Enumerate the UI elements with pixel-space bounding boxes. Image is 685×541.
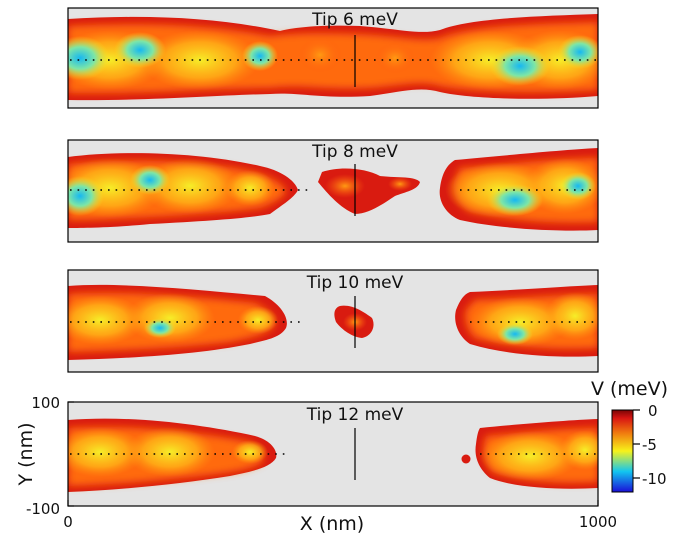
potential-region: [68, 418, 598, 492]
panel-tip-6: Tip 6 meV: [67, 7, 599, 109]
colorbar-tick-label: -10: [642, 470, 667, 488]
colorbar-label: V (meV): [591, 378, 668, 400]
colorbar-gradient: [611, 409, 634, 493]
panel-frame: [67, 139, 599, 243]
potential-region: [68, 14, 598, 101]
potential-region: [68, 148, 598, 231]
y-axis-label: Y (nm): [15, 422, 37, 486]
x-tick-label: 1000: [579, 513, 617, 531]
colorbar-tick-label: -5: [642, 436, 657, 454]
panel-title: Tip 8 meV: [311, 142, 398, 162]
y-tick-label: -100: [26, 500, 60, 518]
x-tick-label: 0: [63, 513, 73, 531]
panel-frame: [67, 7, 599, 109]
panel-frame: [67, 269, 599, 373]
y-tick-label: 100: [31, 394, 60, 412]
panel-title: Tip 12 meV: [306, 405, 404, 425]
panel-tip-8: Tip 8 meV: [67, 139, 599, 243]
colorbar-tick-label: 0: [648, 402, 658, 420]
x-axis-label: X (nm): [300, 513, 364, 535]
panel-frame: [67, 401, 599, 507]
colorbar: V (meV) 0 -5 -10: [591, 378, 668, 493]
panel-title: Tip 6 meV: [311, 10, 398, 30]
panel-title: Tip 10 meV: [306, 273, 404, 293]
panel-tip-10: Tip 10 meV: [67, 269, 599, 373]
panel-tip-12: Tip 12 meV 100 -100 0 1000 Y (nm) X (nm): [15, 394, 617, 535]
